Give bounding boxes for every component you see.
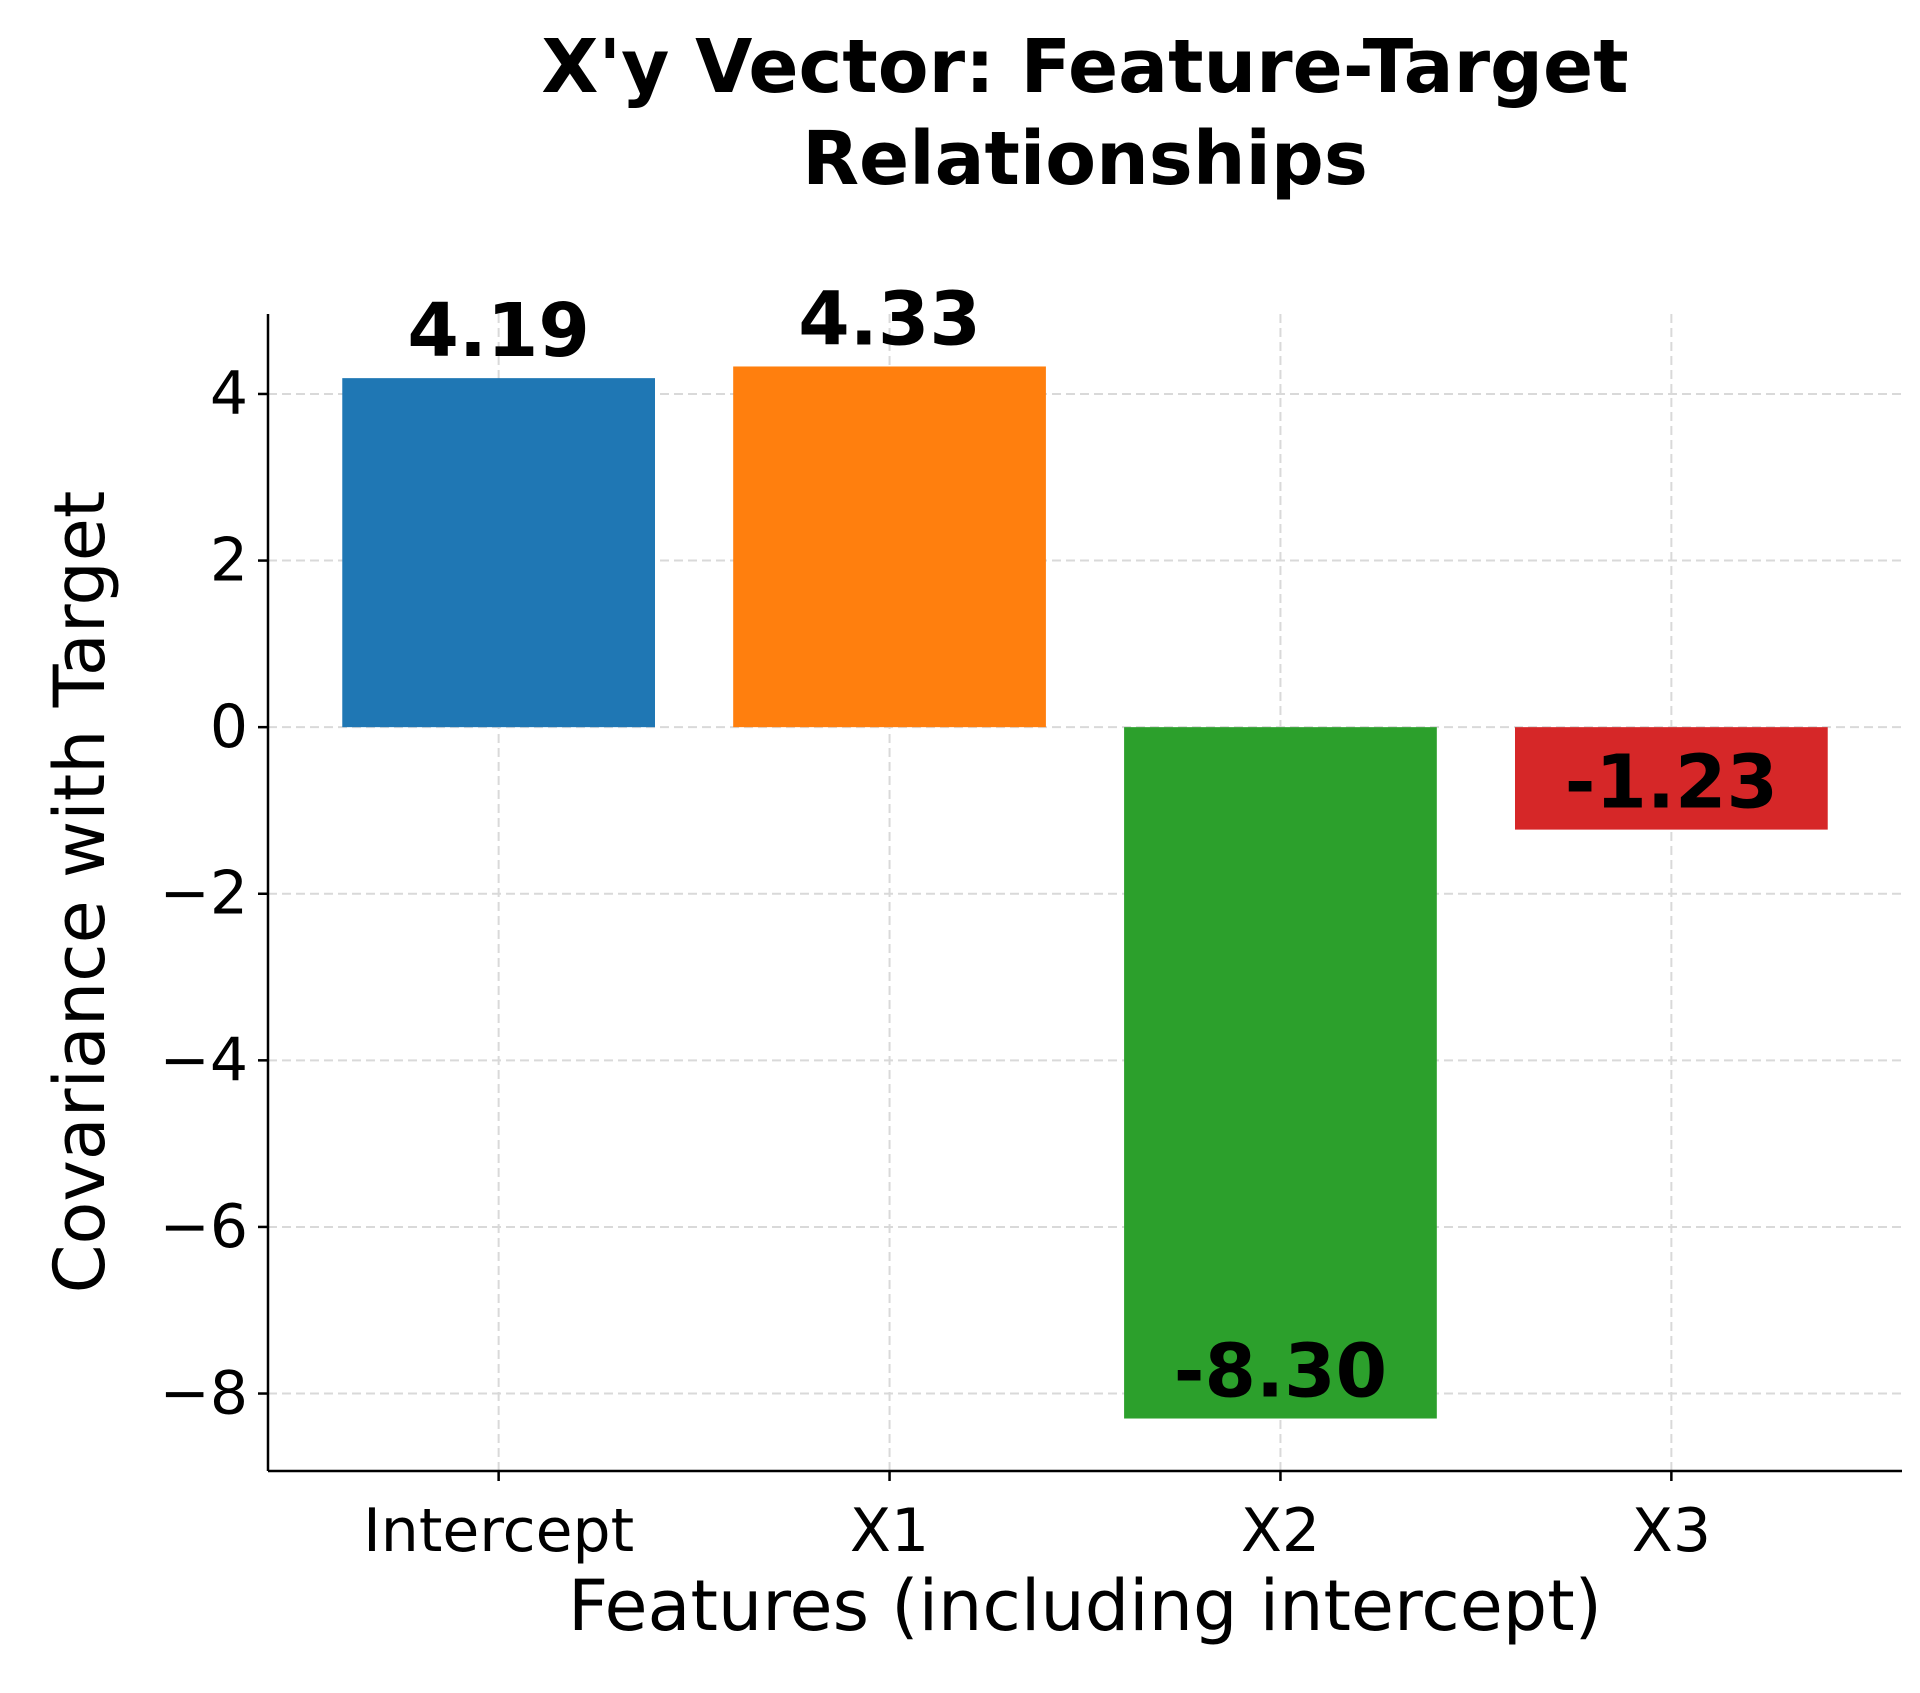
value-label: -1.23: [1565, 740, 1778, 826]
chart-title: X'y Vector: Feature-Target Relationships: [541, 24, 1628, 202]
value-label: 4.33: [798, 276, 981, 362]
y-tick-label: −4: [160, 1025, 248, 1095]
y-axis-label: Covariance with Target: [39, 491, 121, 1294]
x-tick-label: Intercept: [363, 1496, 634, 1566]
x-axis-label: Features (including intercept): [568, 1565, 1602, 1647]
bar: [1515, 727, 1828, 830]
y-tick-label: −2: [160, 859, 248, 929]
y-tick-label: 2: [210, 526, 248, 596]
x-tick-label: X2: [1241, 1496, 1320, 1566]
bar: [342, 378, 655, 728]
y-tick-label: 0: [210, 692, 248, 762]
y-tick-label: −6: [160, 1192, 248, 1262]
value-label: 4.19: [407, 288, 590, 374]
value-label: -8.30: [1174, 1329, 1387, 1415]
x-tick-label: X3: [1632, 1496, 1711, 1566]
bar: [1124, 727, 1437, 1419]
x-tick-label: X1: [850, 1496, 929, 1566]
bar: [733, 366, 1046, 728]
y-tick-label: 4: [210, 359, 248, 429]
y-tick-label: −8: [160, 1359, 248, 1429]
